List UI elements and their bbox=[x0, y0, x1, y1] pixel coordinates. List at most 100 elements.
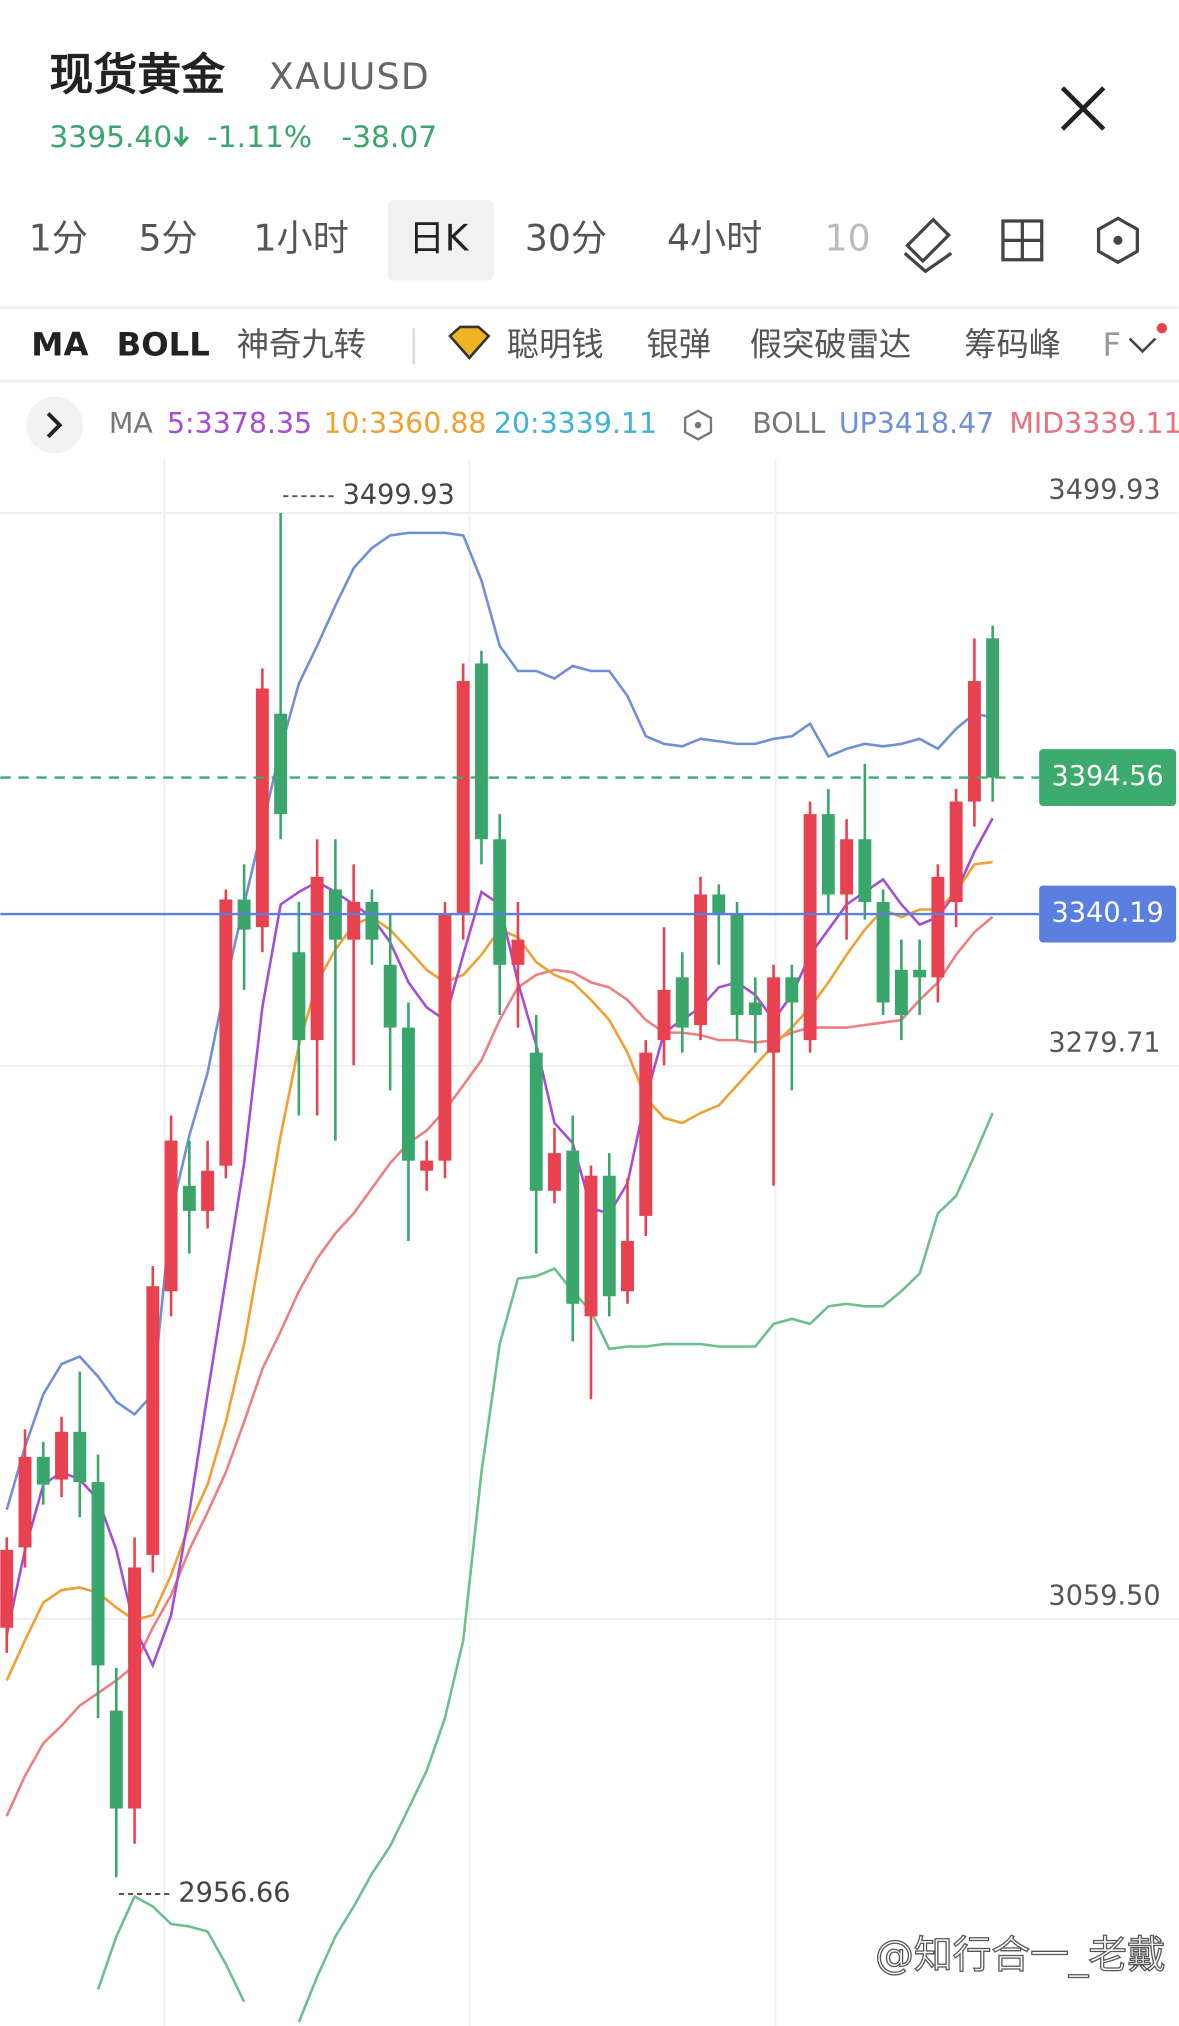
candle-body bbox=[219, 899, 233, 1166]
candle-body bbox=[55, 1431, 68, 1480]
candle-body bbox=[182, 1185, 196, 1211]
indicator[interactable]: 假突破雷达 bbox=[750, 325, 912, 363]
candle-body bbox=[876, 902, 890, 1003]
change: -38.07 bbox=[341, 120, 437, 155]
y-tick-label: 3059.50 bbox=[1048, 1580, 1160, 1611]
tab[interactable]: 5分 bbox=[139, 216, 198, 259]
legend-settings-dot bbox=[694, 421, 702, 429]
candle-body bbox=[274, 713, 288, 815]
candle-body bbox=[255, 688, 269, 928]
candle-body bbox=[931, 876, 945, 978]
candle-body bbox=[474, 663, 488, 840]
candle-body bbox=[694, 894, 708, 1026]
down-arrow bbox=[173, 126, 189, 148]
tab[interactable]: 1小时 bbox=[254, 216, 349, 259]
candle-body bbox=[401, 1027, 415, 1161]
candle-body bbox=[438, 914, 452, 1161]
tab-selected-bg bbox=[387, 200, 494, 281]
candle-body bbox=[967, 681, 981, 802]
candle-body bbox=[858, 839, 872, 903]
candle-body bbox=[949, 801, 963, 903]
title: 现货黄金 bbox=[49, 50, 225, 101]
expand-button[interactable] bbox=[26, 396, 84, 454]
candle-body bbox=[639, 1052, 653, 1216]
candle-body bbox=[566, 1150, 580, 1304]
diamond-icon bbox=[448, 325, 491, 360]
legend-settings[interactable] bbox=[683, 409, 713, 441]
candle-body bbox=[310, 876, 324, 1041]
high-marker-label: 3499.93 bbox=[343, 480, 455, 511]
candle-body bbox=[529, 1052, 543, 1191]
candle-body bbox=[383, 964, 397, 1028]
indicator-line bbox=[96, 1112, 994, 2023]
candle-body bbox=[712, 894, 726, 915]
legend-ma20: 20:3339.11 bbox=[494, 407, 657, 440]
y-tick-label: 3279.71 bbox=[1048, 1027, 1160, 1058]
plot: 3499.93 3279.71 3059.50 3499.93 2956.66 3394.… bbox=[0, 474, 1179, 2023]
candle-body bbox=[36, 1456, 50, 1485]
symbol: XAUUSD bbox=[269, 55, 430, 98]
low-marker-label: 2956.66 bbox=[178, 1877, 290, 1908]
expand-chevron bbox=[46, 412, 63, 439]
candle-body bbox=[456, 681, 470, 915]
candle-body bbox=[748, 1002, 762, 1016]
close-button[interactable] bbox=[1060, 86, 1106, 131]
candle-body bbox=[986, 638, 1000, 778]
candle-body bbox=[913, 969, 927, 978]
current-price-label: 3394.56 bbox=[1052, 761, 1164, 792]
legend-ma10: 10:3360.88 bbox=[323, 407, 486, 440]
candle-body bbox=[621, 1241, 634, 1292]
tab[interactable]: 1分 bbox=[29, 216, 88, 259]
price-line-box bbox=[1039, 885, 1177, 943]
legend-label: MA bbox=[109, 407, 154, 440]
draw-icon[interactable] bbox=[903, 217, 953, 274]
legend-label: BOLL bbox=[752, 407, 825, 440]
candle-body bbox=[73, 1431, 87, 1483]
candle-body bbox=[347, 902, 361, 940]
candle-body bbox=[730, 914, 744, 1016]
candle-body bbox=[493, 839, 507, 965]
indicator[interactable]: MA bbox=[31, 325, 88, 363]
candle-body bbox=[146, 1286, 160, 1555]
layout-icon[interactable] bbox=[1001, 219, 1044, 262]
tab-fade bbox=[868, 193, 908, 285]
legend-mid: MID3339.11 bbox=[1009, 407, 1179, 440]
tab[interactable]: 4小时 bbox=[667, 216, 762, 259]
indicator[interactable]: 筹码峰 bbox=[964, 325, 1061, 363]
tab[interactable]: 30分 bbox=[525, 216, 607, 259]
y-tick-label: 3499.93 bbox=[1048, 474, 1160, 505]
indicator[interactable]: 银弹 bbox=[646, 325, 711, 363]
candle-body bbox=[821, 814, 835, 895]
badge bbox=[1156, 323, 1168, 334]
candle-body bbox=[675, 977, 689, 1028]
change-pct: -1.11% bbox=[207, 120, 312, 155]
candle-body bbox=[803, 814, 817, 1041]
indicator[interactable]: F bbox=[1102, 325, 1121, 363]
current-price-box bbox=[1039, 749, 1177, 806]
candle-body bbox=[584, 1175, 598, 1317]
candle-body bbox=[164, 1140, 178, 1292]
candle-body bbox=[602, 1175, 616, 1297]
watermark: @知行合一_老戴 bbox=[875, 1933, 1166, 1978]
candle-body bbox=[657, 989, 671, 1041]
tab[interactable]: 10 bbox=[825, 216, 871, 259]
candle-body bbox=[0, 1549, 14, 1628]
legend-ma5: 5:3378.35 bbox=[167, 407, 312, 440]
indicator[interactable]: 聪明钱 bbox=[507, 325, 604, 363]
candle-body bbox=[894, 969, 908, 1016]
price-line-label: 3340.19 bbox=[1052, 898, 1164, 929]
candle-body bbox=[840, 839, 854, 895]
indicator[interactable]: 神奇九转 bbox=[237, 325, 366, 363]
tab-selected[interactable]: 日K bbox=[409, 216, 470, 259]
settings-icon[interactable] bbox=[1096, 216, 1139, 265]
candle-body bbox=[767, 977, 781, 1053]
candle-body bbox=[365, 902, 379, 940]
candle-body bbox=[420, 1160, 434, 1171]
indicator[interactable]: BOLL bbox=[117, 325, 210, 363]
candle-body bbox=[785, 977, 799, 1003]
candle-body bbox=[91, 1482, 105, 1666]
more-chevron[interactable] bbox=[1128, 337, 1157, 354]
